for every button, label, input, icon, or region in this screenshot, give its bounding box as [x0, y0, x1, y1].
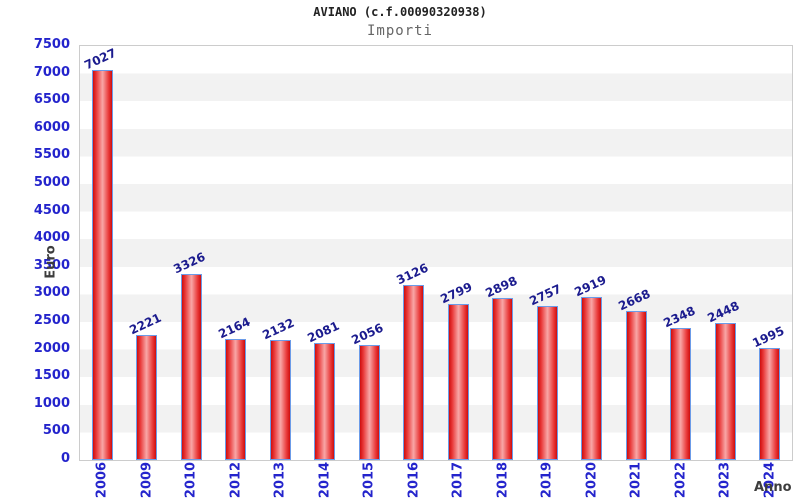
bar-2019 — [536, 305, 558, 460]
bar-2006 — [91, 70, 113, 460]
y-tick-label: 0 — [60, 451, 70, 466]
bar-2009 — [136, 335, 158, 460]
bar-value-label: 2919 — [571, 272, 609, 300]
y-tick-label: 5000 — [33, 175, 70, 190]
x-tick-label: 2023 — [717, 461, 733, 499]
x-tick-label: 2014 — [317, 461, 333, 499]
bar-value-label: 1995 — [749, 323, 787, 351]
bar-value-label: 2081 — [304, 318, 342, 346]
y-tick-label: 4500 — [33, 202, 70, 218]
bar-2021 — [625, 310, 647, 460]
bar-value-label: 2448 — [705, 298, 742, 326]
bar-2020 — [581, 296, 603, 460]
bar-value-label: 2221 — [126, 311, 164, 338]
y-tick-label: 7000 — [33, 64, 70, 80]
y-tick-label: 2500 — [33, 313, 70, 328]
bar-2015 — [358, 344, 380, 460]
chart-subtitle: Importi — [366, 23, 433, 39]
chart-title: AVIANO (c.f.00090320938) — [313, 5, 487, 19]
x-tick-label: 2019 — [539, 461, 555, 499]
x-tick-label: 2015 — [361, 461, 377, 499]
x-axis-label: Anno — [754, 480, 792, 495]
y-axis-label: Euro — [43, 245, 59, 279]
y-tick-label: 6500 — [33, 92, 70, 108]
bar-value-label: 2164 — [215, 314, 253, 341]
x-tick-label: 2010 — [183, 461, 199, 499]
bar-2016 — [403, 285, 425, 460]
x-tick-label: 2009 — [139, 461, 155, 499]
bar-2023 — [714, 322, 736, 460]
bar-value-label: 2668 — [616, 286, 653, 314]
bar-value-label: 2132 — [260, 315, 297, 343]
bar-2022 — [670, 328, 692, 460]
x-tick-label: 2013 — [272, 461, 288, 499]
bar-2017 — [447, 303, 469, 460]
x-tick-label: 2017 — [450, 461, 466, 499]
bar-value-label: 3326 — [171, 250, 208, 277]
bar-2014 — [314, 343, 336, 460]
x-tick-label: 2021 — [628, 461, 644, 499]
y-tick-label: 3000 — [33, 285, 70, 301]
x-tick-label: 2018 — [495, 461, 511, 499]
y-tick-label: 4000 — [33, 230, 70, 246]
x-tick-label: 2022 — [673, 461, 689, 499]
y-tick-label: 7500 — [33, 37, 70, 52]
y-tick-label: 2000 — [33, 340, 70, 356]
y-tick-label: 5500 — [33, 147, 70, 163]
y-tick-label: 1500 — [33, 368, 70, 384]
bar-value-label: 2056 — [349, 320, 386, 347]
bar-2024 — [759, 347, 781, 460]
x-tick-label: 2016 — [406, 461, 422, 499]
bar-2018 — [492, 298, 514, 460]
plot-area: 7027 2221 3326 2164 2132 2081 2056 3126 2799 2898… — [79, 45, 793, 461]
x-tick-label: 2012 — [228, 461, 244, 499]
bar-value-label: 3126 — [393, 261, 431, 288]
y-tick-label: 3500 — [33, 257, 70, 273]
bar-2010 — [180, 274, 202, 460]
bar-value-label: 2898 — [482, 273, 520, 301]
y-tick-label: 500 — [42, 423, 70, 439]
bar-2012 — [225, 338, 247, 460]
bar-value-label: 7027 — [82, 45, 119, 73]
bar-value-label: 2799 — [438, 279, 475, 306]
x-tick-label: 2020 — [584, 461, 600, 499]
y-tick-label: 1000 — [33, 395, 70, 411]
bar-value-label: 2757 — [527, 281, 564, 309]
x-tick-label: 2006 — [94, 461, 110, 499]
y-tick-label: 6000 — [33, 119, 70, 135]
bar-2013 — [269, 340, 291, 460]
bar-value-label: 2348 — [660, 303, 698, 331]
